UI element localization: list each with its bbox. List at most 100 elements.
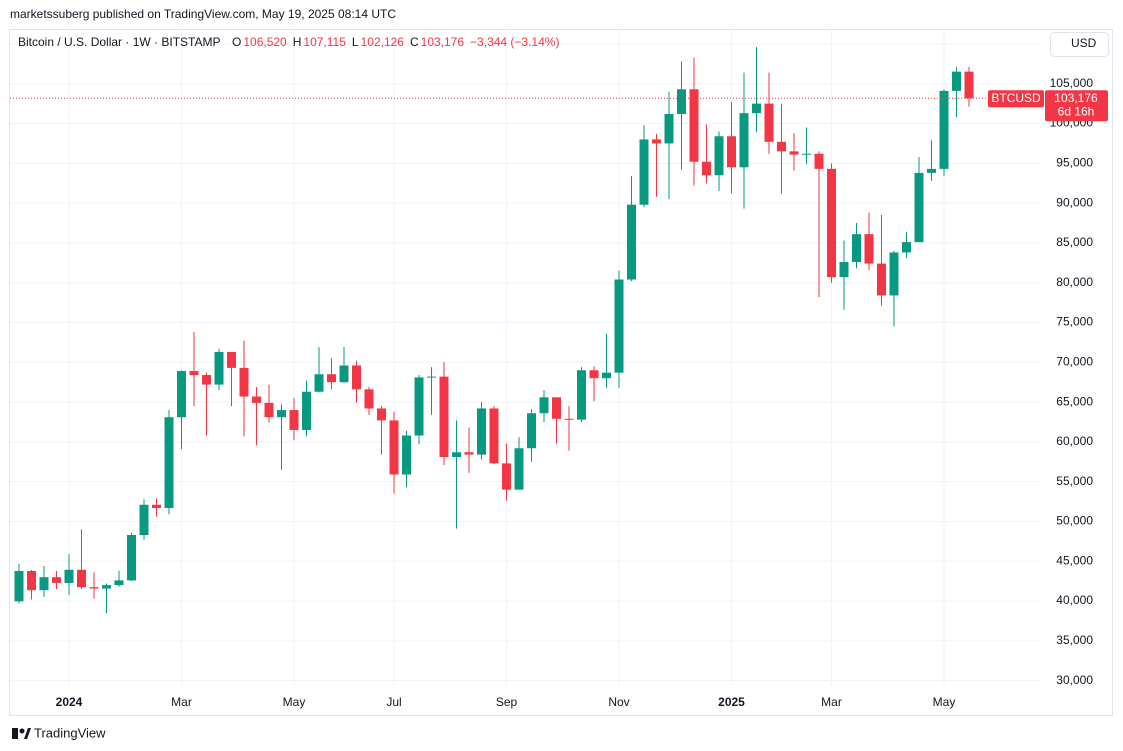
candle-body <box>902 242 911 253</box>
candle-body <box>177 371 186 418</box>
y-tick-label: 90,000 <box>1056 195 1093 209</box>
published-note: marketssuberg published on TradingView.c… <box>10 7 396 21</box>
x-tick-label: May <box>283 695 306 709</box>
candle-body <box>952 71 961 91</box>
candle-body <box>864 234 874 264</box>
ohlc-value: 106,520 <box>243 35 287 49</box>
candle-body <box>77 569 86 588</box>
candle-body <box>377 408 386 421</box>
ohlc-value: 107,115 <box>303 35 346 49</box>
symbol-tag-text: BTCUSD <box>991 91 1041 105</box>
x-tick-label: Jul <box>386 695 401 709</box>
y-tick-label: 50,000 <box>1056 514 1093 528</box>
footer-brand: TradingView <box>34 725 106 740</box>
candle-body <box>814 153 824 169</box>
candle-body <box>589 370 599 379</box>
logo-mark <box>19 728 25 734</box>
candle-body <box>252 396 261 403</box>
candle-body <box>427 376 436 378</box>
logo-mark <box>12 728 18 739</box>
candle-body <box>877 263 886 296</box>
chart-frame <box>9 29 1113 716</box>
candle-body <box>752 103 761 114</box>
candle-body <box>802 153 811 155</box>
candle-body <box>927 168 936 173</box>
candle-body <box>914 172 924 243</box>
candle-body <box>452 452 461 458</box>
grid: 30,000 35,000 40,000 45,000 50,000 55,000 60,0… <box>10 30 1093 709</box>
candle-body <box>702 161 711 176</box>
candle-body <box>52 577 61 583</box>
candle-body <box>552 397 561 419</box>
candle-body <box>239 367 249 397</box>
x-tick-label: Sep <box>496 695 518 709</box>
y-tick-label: 95,000 <box>1056 155 1093 169</box>
candle-body <box>539 397 549 414</box>
candle-body <box>102 585 111 589</box>
candle-body <box>727 136 736 168</box>
candle-body <box>739 113 749 168</box>
candle-body <box>152 504 161 508</box>
y-tick-label: 30,000 <box>1056 673 1093 687</box>
candle-body <box>652 139 661 144</box>
candle-body <box>189 371 199 376</box>
y-tick-label: 105,000 <box>1050 76 1094 90</box>
candle-body <box>302 391 311 430</box>
candle-body <box>789 151 799 155</box>
candle-body <box>577 370 586 420</box>
candle-body <box>352 365 361 390</box>
x-tick-label: 2024 <box>56 695 83 709</box>
candle-body <box>127 535 136 581</box>
candle-body <box>364 389 374 409</box>
candle-body <box>689 89 699 162</box>
currency-label[interactable]: USD <box>1071 36 1097 50</box>
candle-body <box>527 413 536 449</box>
candle-body <box>764 103 774 142</box>
candle-body <box>114 580 124 586</box>
countdown-text: 6d 16h <box>1058 104 1095 118</box>
y-tick-label: 85,000 <box>1056 235 1093 249</box>
y-tick-label: 80,000 <box>1056 275 1093 289</box>
candle-body <box>264 402 274 418</box>
candle-body <box>852 234 861 263</box>
candle-body <box>464 452 474 455</box>
price-change: −3,344 (−3.14%) <box>470 35 559 49</box>
candle-body <box>202 375 211 385</box>
candle-body <box>639 139 649 205</box>
ohlc-value: 103,176 <box>421 35 465 49</box>
ohlc-value: 102,126 <box>361 35 405 49</box>
x-tick-label: Nov <box>608 695 629 709</box>
x-tick-label: Mar <box>821 695 842 709</box>
logo-mark <box>24 728 31 739</box>
currency-button[interactable] <box>1050 32 1109 57</box>
candle-body <box>14 570 24 602</box>
candles <box>10 47 1040 614</box>
ohlc-legend: O 106,520 H 107,115 L 102,126 C 103,176 <box>232 35 464 49</box>
candle-body <box>227 351 236 368</box>
candle-body <box>27 570 36 591</box>
candle-body <box>277 410 286 418</box>
y-tick-label: 60,000 <box>1056 434 1093 448</box>
candle-body <box>414 377 424 436</box>
candle-body <box>664 113 674 144</box>
y-tick-label: 75,000 <box>1056 315 1093 329</box>
candle-body <box>39 577 49 591</box>
price-tag-text: 103,176 <box>1054 91 1098 105</box>
candle-body <box>477 408 486 455</box>
candle-body <box>777 141 786 152</box>
candle-body <box>139 504 149 536</box>
footer-logo: TradingView <box>12 725 106 740</box>
candle-body <box>614 279 624 373</box>
candle-body <box>164 417 174 508</box>
candle-body <box>214 351 224 385</box>
candle-body <box>339 365 349 383</box>
candle-body <box>64 569 74 583</box>
candle-body <box>314 374 324 392</box>
candle-body <box>964 71 974 99</box>
candle-body <box>827 168 836 278</box>
candle-body <box>439 376 449 458</box>
ohlc-key: L <box>352 35 359 49</box>
ohlc-key: O <box>232 35 241 49</box>
price-tag <box>1045 90 1108 122</box>
